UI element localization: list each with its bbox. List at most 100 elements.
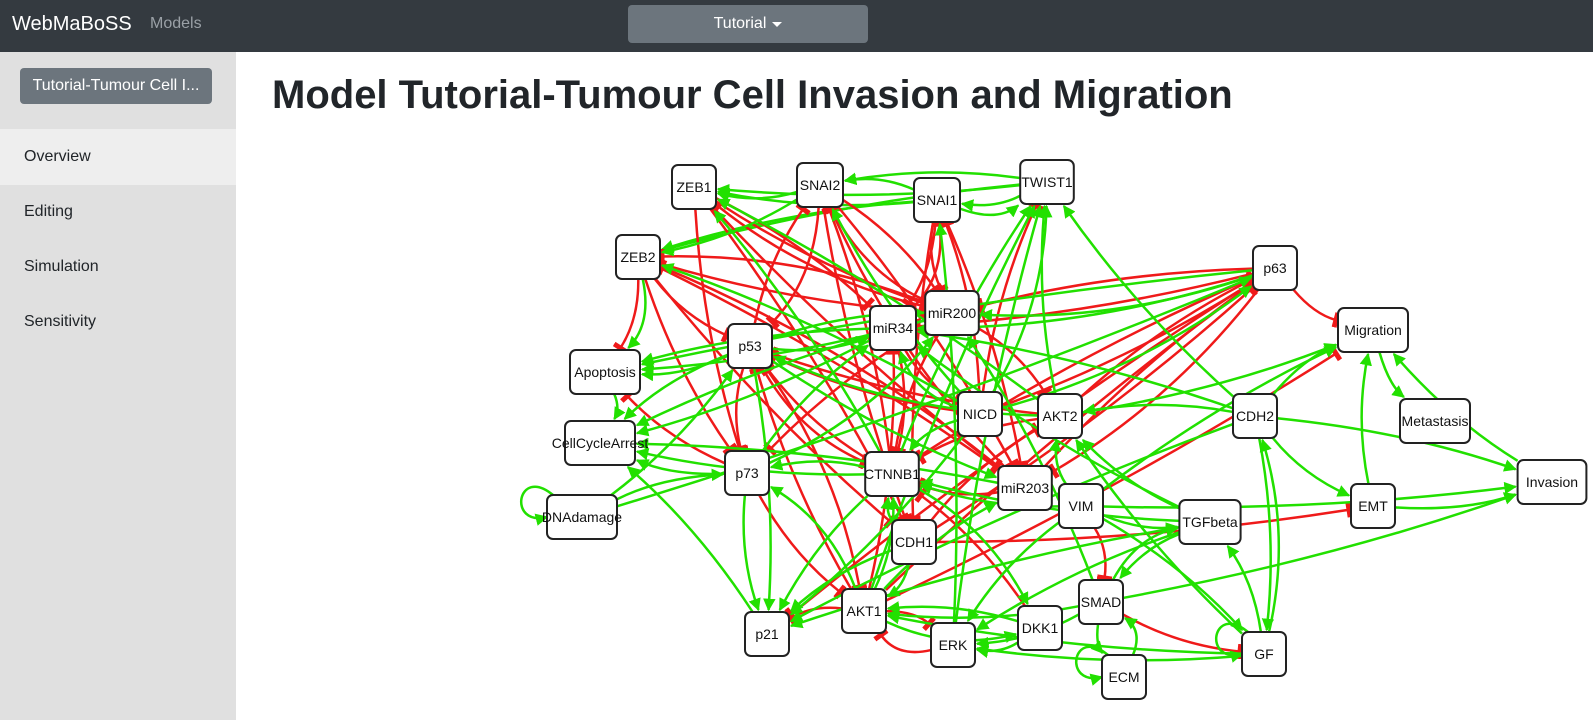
node-VIM[interactable]: VIM (1058, 483, 1104, 529)
edge-activation-p63-miR200 (979, 274, 1254, 322)
edge-activation-CTNNB1-ZEB1 (713, 210, 882, 453)
node-label: AKT2 (1042, 408, 1077, 424)
sidebar-item-overview[interactable]: Overview (0, 129, 236, 185)
edge-activation-TWIST1-SNAI2 (843, 171, 1021, 185)
node-ZEB2[interactable]: ZEB2 (615, 234, 661, 280)
node-box (727, 323, 773, 369)
edge-activation-NICD-p21 (790, 435, 965, 616)
nodes-layer: ZEB1 SNAI2 SNAI1 TWIST1 ZEB2 p63 miR200 miR34 p5… (542, 159, 1588, 700)
node-SNAI2[interactable]: SNAI2 (796, 162, 844, 208)
node-Migration[interactable]: Migration (1337, 307, 1409, 353)
node-ERK[interactable]: ERK (930, 622, 976, 668)
edge-activation-SMAD-Invasion (1122, 492, 1517, 600)
node-AKT1[interactable]: AKT1 (841, 588, 887, 634)
node-box (1516, 459, 1588, 505)
edge-activation-CDH1-p21 (790, 548, 893, 612)
node-CDH1[interactable]: CDH1 (891, 519, 937, 565)
tutorial-dropdown-button[interactable]: Tutorial (628, 5, 868, 43)
node-box (924, 290, 980, 336)
node-miR203[interactable]: miR203 (997, 465, 1053, 511)
node-box (1058, 483, 1104, 529)
edge-activation-EMT-Migration (1359, 352, 1372, 485)
node-box (1017, 605, 1063, 651)
edge-activation-p21-CellCycleArrest (626, 466, 754, 613)
node-label: miR34 (873, 320, 914, 336)
edge-activation-SNAI2-ZEB2 (660, 198, 798, 257)
edge-activation-CDH2-Invasion (1276, 416, 1517, 472)
node-box (1178, 499, 1242, 545)
edge-activation-CDH2-EMT (1271, 437, 1351, 497)
edge-inhibition-SMAD-GF (1122, 613, 1244, 660)
sidebar-item-sensitivity[interactable]: Sensitivity (0, 294, 236, 350)
node-p21[interactable]: p21 (744, 611, 790, 657)
edge-activation-NICD-TWIST1 (992, 204, 1053, 393)
node-CDH2[interactable]: CDH2 (1232, 393, 1278, 439)
node-label: DKK1 (1022, 620, 1059, 636)
node-CTNNB1[interactable]: CTNNB1 (864, 451, 920, 497)
node-label: Apoptosis (574, 364, 635, 380)
edge-inhibition-DKK1-CTNNB1 (914, 487, 1027, 607)
node-GF[interactable]: GF (1241, 631, 1287, 677)
node-TWIST1[interactable]: TWIST1 (1019, 159, 1075, 205)
edge-inhibition-AKT2-p63 (1081, 272, 1257, 397)
node-miR200[interactable]: miR200 (924, 290, 980, 336)
node-box (615, 234, 661, 280)
node-DKK1[interactable]: DKK1 (1017, 605, 1063, 651)
edge-activation-DKK1-ERK (975, 641, 1019, 658)
node-ZEB1[interactable]: ZEB1 (671, 164, 717, 210)
edge-inhibition-ZEB1-p73 (694, 208, 748, 454)
edge-activation-Migration-Metastasis (1378, 351, 1405, 398)
brand-logo[interactable]: WebMaBoSS (12, 13, 132, 35)
edge-activation-TWIST1-SNAI1 (960, 194, 1021, 212)
node-box (569, 349, 641, 395)
sidebar-item-simulation[interactable]: Simulation (0, 239, 236, 295)
node-p53[interactable]: p53 (727, 323, 773, 369)
node-label: Metastasis (1402, 413, 1469, 429)
node-box (546, 494, 618, 540)
node-p63[interactable]: p63 (1252, 245, 1298, 291)
edge-inhibition-CTNNB1-p53 (760, 363, 866, 459)
edge-inhibition-NICD-p63 (1001, 275, 1258, 408)
edge-activation-CTNNB1-p73 (769, 458, 866, 471)
edge-activation-SMAD-TGFbeta (1111, 524, 1179, 581)
sidebar-item-editing[interactable]: Editing (0, 184, 236, 240)
node-TGFbeta[interactable]: TGFbeta (1178, 499, 1242, 545)
node-DNAdamage[interactable]: DNAdamage (542, 494, 622, 540)
current-model-button[interactable]: Tutorial-Tumour Cell I... (20, 68, 212, 104)
node-box (930, 622, 976, 668)
nav-link-models[interactable]: Models (150, 15, 202, 32)
node-label: AKT1 (846, 603, 881, 619)
navbar: WebMaBoSS Models Tutorial (0, 0, 1593, 52)
node-EMT[interactable]: EMT (1350, 483, 1396, 529)
edge-activation-ZEB2-Apoptosis (627, 278, 647, 349)
node-ECM[interactable]: ECM (1101, 654, 1147, 700)
network-graph[interactable]: ZEB1 SNAI2 SNAI1 TWIST1 ZEB2 p63 miR200 miR34 p5… (236, 150, 1593, 720)
edge-inhibition-AKT2-p53 (769, 346, 1039, 415)
node-SNAI1[interactable]: SNAI1 (913, 177, 961, 223)
node-miR34[interactable]: miR34 (869, 305, 917, 351)
edge-activation-CDH2-miR34 (916, 326, 1234, 410)
node-label: Invasion (1526, 474, 1578, 490)
node-CellCycleArrest[interactable]: CellCycleArrest (552, 420, 649, 466)
node-AKT2[interactable]: AKT2 (1037, 393, 1083, 439)
edge-inhibition-NICD-TWIST1 (981, 200, 1044, 393)
node-box (1232, 393, 1278, 439)
node-label: CTNNB1 (864, 466, 920, 482)
edge-inhibition-ERK-AKT1 (873, 628, 932, 654)
node-label: VIM (1069, 498, 1094, 514)
edge-activation-CDH1-CTNNB1 (880, 496, 894, 521)
node-box (1037, 393, 1083, 439)
caret-down-icon (772, 21, 783, 27)
node-Invasion[interactable]: Invasion (1516, 459, 1588, 505)
edge-inhibition-p53-AKT1 (764, 367, 868, 591)
node-SMAD[interactable]: SMAD (1078, 579, 1124, 625)
node-box (1350, 483, 1396, 529)
node-Apoptosis[interactable]: Apoptosis (569, 349, 641, 395)
node-label: ERK (939, 637, 968, 653)
node-p73[interactable]: p73 (724, 450, 770, 496)
node-NICD[interactable]: NICD (957, 391, 1003, 437)
node-Metastasis[interactable]: Metastasis (1399, 398, 1471, 444)
edge-inhibition-ZEB1-miR200 (715, 200, 928, 312)
node-label: p53 (738, 338, 762, 354)
node-box (1019, 159, 1075, 205)
